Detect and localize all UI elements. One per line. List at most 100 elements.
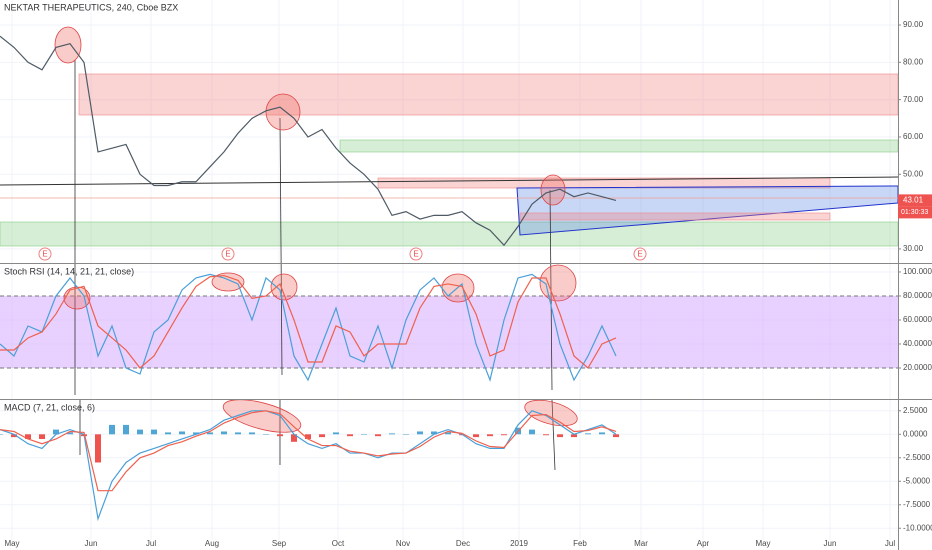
chart-title: NEKTAR THERAPEUTICS, 240, Cboe BZX <box>4 2 178 12</box>
histogram-bar <box>263 434 269 435</box>
vertical-line <box>279 117 283 376</box>
histogram-bar <box>67 432 73 435</box>
series-line <box>0 410 617 492</box>
x-tick-label: Jun <box>85 539 98 548</box>
price-tag <box>898 194 932 207</box>
series-line <box>0 273 617 383</box>
earnings-label: E <box>42 250 47 259</box>
histogram-bar <box>123 424 129 435</box>
histogram-bar <box>151 429 157 435</box>
x-tick-label: Feb <box>573 539 587 548</box>
y-tick-label: 80.0000 <box>903 291 932 300</box>
highlight-ellipse <box>222 399 302 433</box>
histogram-bar <box>305 434 311 439</box>
histogram-bar <box>333 432 339 435</box>
histogram-bar <box>11 434 17 438</box>
histogram-bar <box>39 434 45 439</box>
histogram-bar <box>361 434 367 435</box>
histogram-bar <box>249 432 255 435</box>
highlight-ellipse <box>540 174 566 206</box>
y-tick-label: 0.0000 <box>903 429 928 438</box>
y-tick-label: 20.0000 <box>903 363 932 372</box>
support-zone <box>0 221 899 247</box>
countdown-tag <box>898 206 932 219</box>
x-tick-label: May <box>755 539 770 548</box>
histogram-bar <box>53 429 59 435</box>
histogram-bar <box>0 434 3 435</box>
support-zone <box>339 139 899 153</box>
histogram-bar <box>473 434 479 438</box>
y-tick-label: -2.5000 <box>903 453 931 462</box>
histogram-bar <box>501 434 507 436</box>
resistance-zone <box>519 212 831 221</box>
x-tick-label: Aug <box>205 539 219 548</box>
drawings <box>0 26 899 471</box>
histogram-bar <box>487 434 493 437</box>
x-tick-label: Oct <box>332 539 345 548</box>
histogram-bar <box>543 434 549 436</box>
bands <box>0 295 898 369</box>
x-tick-label: 2019 <box>510 539 528 548</box>
histogram-bar <box>95 434 101 463</box>
countdown-label: 01:30:33 <box>901 209 928 216</box>
histogram-bar <box>445 432 451 435</box>
histogram-bar <box>347 434 353 437</box>
histogram-bar <box>613 434 619 438</box>
histogram-bar <box>179 431 185 435</box>
x-tick-label: Jul <box>885 539 895 548</box>
earnings-label: E <box>413 250 418 259</box>
y-tick-label: 70.00 <box>903 95 924 104</box>
y-tick-label: -5.0000 <box>903 476 931 485</box>
earnings-markers: E E E E <box>38 247 647 261</box>
highlight-ellipse <box>270 273 298 301</box>
histogram-bar <box>375 434 381 437</box>
histogram-bar <box>403 434 409 435</box>
histogram-bar <box>417 431 423 435</box>
y-tick-label: 80.00 <box>903 57 924 66</box>
highlight-ellipse <box>524 399 578 427</box>
x-tick-label: Dec <box>456 539 470 548</box>
highlight-ellipse <box>539 264 577 302</box>
indicator-title: Stoch RSI (14, 14, 21, 21, close) <box>4 266 134 276</box>
histogram-bar <box>389 433 395 435</box>
earnings-label: E <box>225 250 230 259</box>
earnings-label: E <box>637 250 642 259</box>
y-tick-label: 90.00 <box>903 20 924 29</box>
highlight-ellipse <box>265 93 301 131</box>
histogram-bar <box>319 434 325 438</box>
series-line <box>0 274 617 369</box>
x-tick-label: Jul <box>146 539 156 548</box>
earnings-marker[interactable] <box>221 247 235 261</box>
histogram-bar <box>109 424 115 435</box>
plot <box>0 35 619 522</box>
resistance-zone <box>78 73 899 116</box>
histogram-bar <box>585 433 591 435</box>
histogram-bar <box>599 432 605 435</box>
earnings-marker[interactable] <box>633 247 647 261</box>
histogram-bar <box>137 429 143 435</box>
histogram-bar <box>193 432 199 435</box>
highlight-ellipse <box>54 26 82 64</box>
series-line <box>0 410 617 522</box>
series-line <box>0 35 617 247</box>
earnings-marker[interactable] <box>409 247 423 261</box>
x-tick-label: Jun <box>824 539 837 548</box>
histogram-bar <box>557 434 563 438</box>
indicator-title: MACD (7, 21, close, 6) <box>4 402 95 412</box>
y-tick-label: 40.0000 <box>903 339 932 348</box>
histogram-bar <box>207 432 213 435</box>
histogram-bar <box>529 429 535 435</box>
x-tick-label: Nov <box>396 539 410 548</box>
x-tick-label: Apr <box>697 539 710 548</box>
price-tag-label: 43.01 <box>903 195 924 204</box>
histogram-bar <box>277 434 283 437</box>
earnings-marker[interactable] <box>38 247 52 261</box>
y-tick-label: 100.0000 <box>903 267 932 276</box>
band-fill <box>0 295 898 368</box>
y-tick-label: -10.0000 <box>903 523 932 532</box>
x-tick-label: Sep <box>272 539 287 548</box>
trend-line <box>0 176 899 186</box>
histogram-bar <box>291 434 297 442</box>
